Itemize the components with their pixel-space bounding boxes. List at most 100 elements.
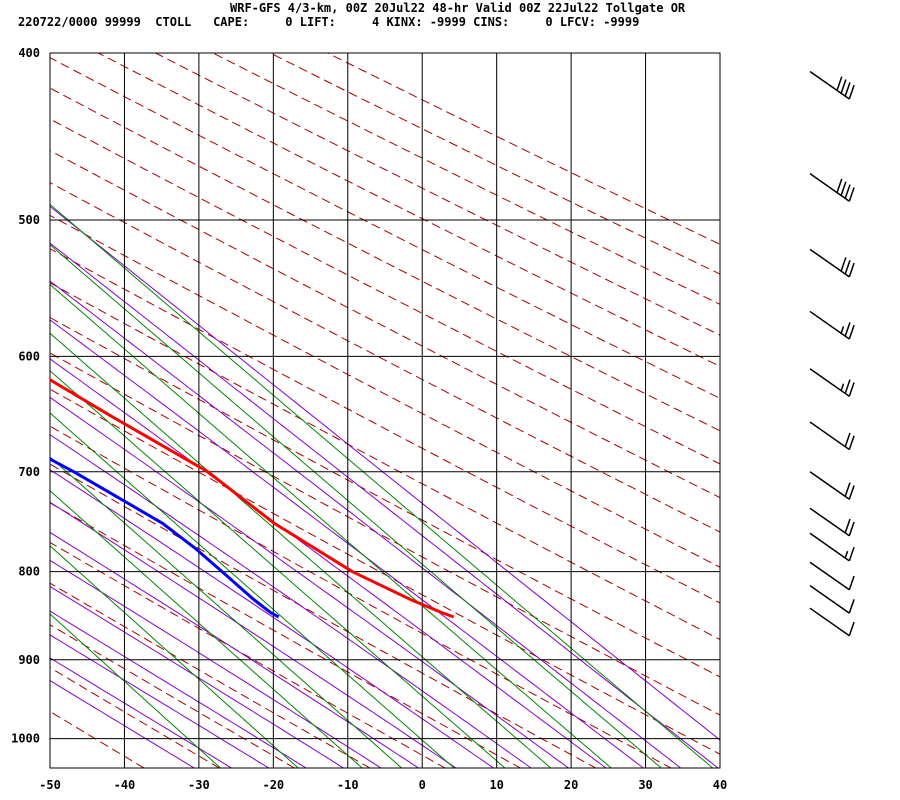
x-tick-label: 20 bbox=[564, 778, 578, 792]
barb-staff bbox=[809, 248, 850, 278]
dry-adiabat bbox=[50, 282, 720, 641]
barb-feather bbox=[844, 82, 851, 97]
barb-feather bbox=[840, 181, 847, 196]
wind-barb bbox=[809, 471, 855, 500]
plot-frame bbox=[49, 52, 721, 769]
y-tick-label: 900 bbox=[18, 653, 40, 667]
dry-adiabat bbox=[50, 182, 720, 533]
wind-barb bbox=[809, 532, 855, 562]
barb-feather bbox=[848, 546, 855, 562]
dry-adiabat bbox=[50, 667, 221, 768]
mixing-ratio-line bbox=[50, 370, 506, 768]
barb-feather bbox=[848, 382, 855, 397]
profiles bbox=[50, 378, 455, 619]
wind-barb bbox=[809, 173, 855, 202]
mixing-ratio-line bbox=[50, 545, 299, 768]
mixing-ratio-line bbox=[50, 283, 612, 768]
barb-feather bbox=[848, 599, 855, 614]
barb-feather bbox=[848, 85, 855, 100]
moist-adiabat bbox=[50, 242, 719, 768]
barb-feather bbox=[844, 379, 851, 394]
barb-feather bbox=[836, 178, 843, 193]
barb-feather bbox=[848, 187, 855, 202]
x-tick-label: 40 bbox=[713, 778, 727, 792]
x-tick-label: 0 bbox=[419, 778, 426, 792]
barb-feather bbox=[840, 79, 847, 94]
barb-feather bbox=[844, 518, 851, 534]
barb-feather bbox=[848, 575, 855, 591]
dry-adiabat bbox=[50, 57, 720, 399]
barb-feather bbox=[844, 322, 851, 337]
moist-adiabat bbox=[50, 280, 682, 768]
dry-adiabat bbox=[326, 53, 720, 245]
y-tick-label: 1000 bbox=[11, 732, 40, 746]
moist-adiabat bbox=[50, 501, 457, 768]
x-tick-label: -30 bbox=[188, 778, 210, 792]
x-tick-label: 30 bbox=[638, 778, 652, 792]
barb-feather bbox=[848, 621, 855, 636]
moist-adiabat bbox=[50, 319, 645, 768]
barb-staff bbox=[809, 584, 850, 614]
dry-adiabat bbox=[50, 87, 720, 432]
barb-staff bbox=[809, 607, 850, 637]
dry-adiabat bbox=[50, 463, 597, 768]
barb-feather bbox=[844, 432, 851, 447]
moist-adiabat bbox=[50, 434, 532, 768]
barb-feather bbox=[844, 184, 851, 199]
x-tick-label: -10 bbox=[337, 778, 359, 792]
dewpoint-profile bbox=[50, 457, 280, 619]
moist-adiabat bbox=[50, 358, 607, 768]
dry-adiabat bbox=[50, 425, 673, 768]
barb-feather bbox=[840, 257, 847, 272]
y-tick-label: 600 bbox=[18, 349, 40, 363]
dry-adiabat bbox=[50, 248, 720, 604]
x-tick-label: 10 bbox=[489, 778, 503, 792]
dry-adiabat bbox=[50, 118, 720, 465]
x-axis-ticks: -50 -40 -30 -20 -10 0 10 20 30 40 bbox=[39, 778, 727, 792]
barb-staff bbox=[809, 471, 850, 500]
barb-staff bbox=[809, 561, 850, 591]
mixing-ratio-line bbox=[50, 244, 662, 768]
moist-adiabat bbox=[50, 610, 308, 768]
mixing-ratio-line bbox=[50, 456, 403, 768]
dry-adiabat bbox=[211, 53, 720, 305]
y-tick-label: 400 bbox=[18, 46, 40, 60]
barb-staff bbox=[809, 70, 850, 100]
x-tick-label: -50 bbox=[39, 778, 61, 792]
dry-adiabat bbox=[50, 582, 371, 768]
y-tick-label: 700 bbox=[18, 465, 40, 479]
mixing-ratio-line bbox=[50, 203, 714, 768]
mixing-ratio-line bbox=[50, 613, 222, 768]
moist-adiabat bbox=[50, 559, 382, 768]
dry-adiabat bbox=[50, 316, 720, 678]
y-tick-label: 800 bbox=[18, 565, 40, 579]
dry-adiabat bbox=[50, 149, 720, 499]
wind-barb bbox=[809, 584, 855, 614]
thermo-background bbox=[50, 53, 720, 768]
chart-title: WRF-GFS 4/3-km, 00Z 20Jul22 48-hr Valid … bbox=[230, 1, 686, 15]
barb-feather bbox=[848, 435, 855, 450]
y-tick-label: 500 bbox=[18, 213, 40, 227]
barb-half-feather bbox=[840, 383, 845, 391]
dry-adiabat bbox=[50, 352, 720, 716]
barb-feather bbox=[844, 259, 851, 275]
dry-adiabat bbox=[50, 502, 522, 768]
moist-adiabat bbox=[50, 657, 233, 768]
barb-feather bbox=[848, 324, 855, 340]
stats-line: 220722/0000 99999 CTOLL CAPE: 0 LIFT: 4 … bbox=[18, 15, 639, 29]
y-axis-ticks: 400 500 600 700 800 900 1000 bbox=[11, 46, 40, 746]
wind-barb bbox=[809, 507, 855, 537]
dry-adiabat bbox=[50, 541, 447, 768]
barb-feather bbox=[836, 76, 843, 91]
moist-adiabat bbox=[50, 469, 495, 768]
barb-feather bbox=[848, 485, 855, 500]
barb-staff bbox=[809, 532, 850, 562]
wind-barb bbox=[809, 421, 855, 451]
moist-adiabat bbox=[50, 634, 270, 768]
mixing-ratio-line bbox=[50, 490, 363, 768]
barb-staff bbox=[809, 368, 850, 397]
grid bbox=[50, 53, 720, 768]
wind-barb bbox=[809, 310, 855, 340]
x-tick-label: -40 bbox=[114, 778, 136, 792]
